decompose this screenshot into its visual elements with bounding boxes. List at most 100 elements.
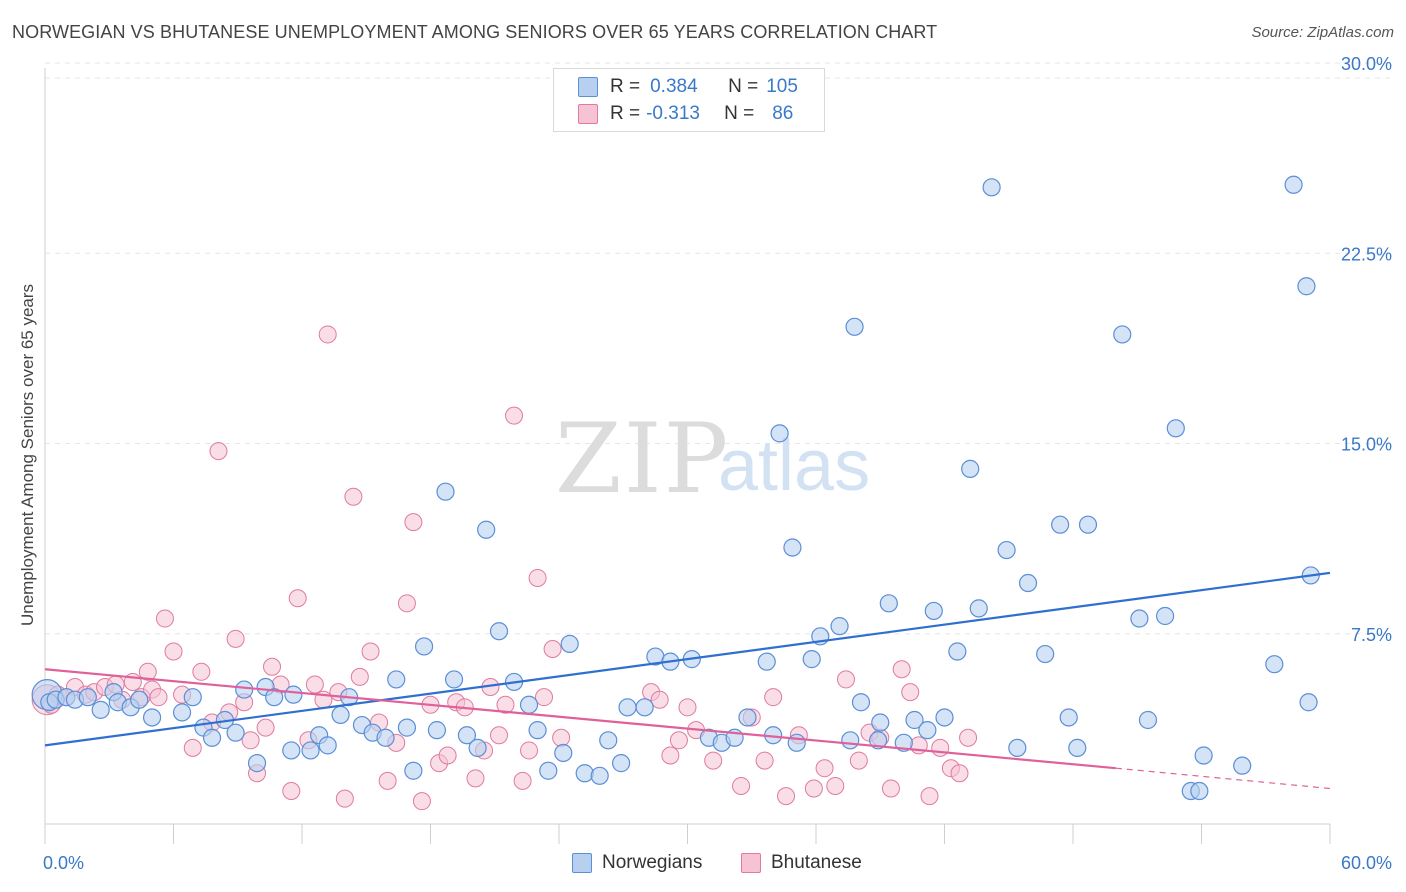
norwegian-point: [1068, 738, 1087, 758]
grid-lines: [45, 62, 1392, 635]
norwegian-point: [554, 743, 573, 763]
bhutanese-point: [764, 688, 783, 707]
norwegian-point: [590, 766, 609, 785]
bhutanese-point: [263, 657, 282, 676]
bhutanese-point: [361, 642, 380, 661]
norwegians-r-value: 0.384: [650, 76, 698, 97]
norwegian-point: [757, 652, 776, 671]
norwegian-point: [924, 601, 943, 621]
norwegian-point: [397, 718, 417, 737]
norwegian-point: [845, 317, 864, 336]
norwegian-points: [31, 175, 1320, 801]
bhutanese-point: [543, 639, 562, 658]
norwegian-point: [427, 721, 447, 740]
bhutanese-points: [31, 325, 978, 811]
norwegian-point: [1008, 738, 1027, 758]
norwegian-point: [612, 754, 631, 773]
bhutanese-point: [950, 764, 969, 783]
norwegian-point: [783, 538, 802, 557]
bhutanese-point: [826, 776, 845, 795]
norwegian-point: [301, 741, 320, 760]
norwegians-legend-swatch: [572, 853, 592, 873]
norwegian-point: [599, 731, 618, 750]
norwegian-point: [1233, 756, 1252, 775]
norwegian-point: [618, 698, 637, 717]
norwegian-point: [376, 728, 395, 747]
y-tick-label: 30.0%: [1341, 54, 1392, 74]
norwegian-point: [1059, 708, 1078, 727]
bhutanese-point: [155, 609, 174, 628]
norwegian-point: [905, 710, 924, 730]
bhutanese-trend-extension: [1115, 767, 1331, 790]
bhutanese-point: [931, 738, 950, 757]
norwegian-point: [879, 594, 898, 613]
norwegian-point: [969, 599, 988, 618]
bhutanese-point: [412, 792, 431, 811]
norwegian-point: [961, 459, 980, 478]
bhutanese-point: [881, 779, 900, 798]
bhutanese-point: [183, 738, 202, 757]
norwegian-point: [560, 634, 579, 654]
bhutanese-point: [528, 568, 547, 587]
bhutanese-point: [661, 746, 680, 765]
norwegian-point: [802, 650, 821, 669]
norwegian-point: [1113, 325, 1132, 344]
bhutanese-point: [466, 769, 485, 788]
y-tick-label: 15.0%: [1341, 435, 1392, 455]
bhutanese-point: [520, 741, 539, 760]
norwegian-point: [1138, 710, 1158, 730]
norwegian-point: [575, 764, 594, 783]
norwegian-point: [1166, 419, 1185, 438]
norwegians-n-value: 105: [766, 76, 798, 97]
y-axis-label: Unemployment Among Seniors over 65 years: [18, 283, 37, 627]
norwegian-point: [226, 723, 245, 742]
x-tick-label-max: 60.0%: [1341, 853, 1392, 873]
norwegian-point: [387, 670, 406, 689]
norwegian-point: [1155, 606, 1175, 626]
bhutanese-point: [256, 718, 275, 737]
norwegian-point: [78, 688, 97, 707]
norwegian-point: [738, 708, 757, 727]
bhutanese-point: [552, 728, 571, 747]
bhutanese-point: [849, 751, 868, 770]
bhutanese-trend-line: [44, 668, 1116, 770]
legend-item-bhutanese[interactable]: Bhutanese: [741, 852, 862, 874]
norwegian-point: [468, 738, 487, 758]
bhutanese-point: [755, 751, 774, 770]
norwegian-point: [851, 693, 871, 712]
norwegian-point: [183, 688, 202, 707]
bhutanese-point: [241, 731, 260, 750]
norwegian-point: [1051, 515, 1070, 534]
bhutanese-point: [335, 789, 354, 808]
norwegian-point: [1036, 644, 1055, 664]
norwegian-point: [477, 520, 496, 539]
norwegian-point: [172, 703, 192, 722]
bhutanese-point: [318, 325, 337, 344]
bhutanese-point: [378, 771, 397, 790]
norwegian-point: [436, 482, 455, 501]
bhutanese-point: [836, 670, 855, 689]
norwegian-point: [841, 731, 860, 750]
bhutanese-point: [650, 690, 669, 709]
bhutanese-point: [192, 662, 211, 681]
norwegian-point: [247, 754, 267, 773]
norwegian-point: [1078, 515, 1098, 534]
bhutanese-point: [350, 667, 369, 686]
bhutanese-point: [496, 695, 515, 714]
bhutanese-point: [732, 776, 751, 795]
trend-lines: [44, 571, 1331, 790]
norwegian-point: [284, 685, 303, 704]
bhutanese-r-value: -0.313: [646, 103, 700, 124]
norwegian-point: [871, 713, 890, 732]
chart-title: NORWEGIAN VS BHUTANESE UNEMPLOYMENT AMON…: [12, 22, 938, 42]
bhutanese-point: [305, 675, 324, 694]
legend-item-norwegians[interactable]: Norwegians: [572, 852, 702, 874]
norwegian-point: [830, 617, 849, 636]
norwegian-point: [539, 761, 558, 780]
bhutanese-point: [209, 442, 228, 461]
norwegian-point: [91, 700, 110, 719]
r-label: R =: [610, 76, 641, 97]
bhutanese-point: [490, 726, 509, 745]
bhutanese-point: [397, 594, 416, 613]
